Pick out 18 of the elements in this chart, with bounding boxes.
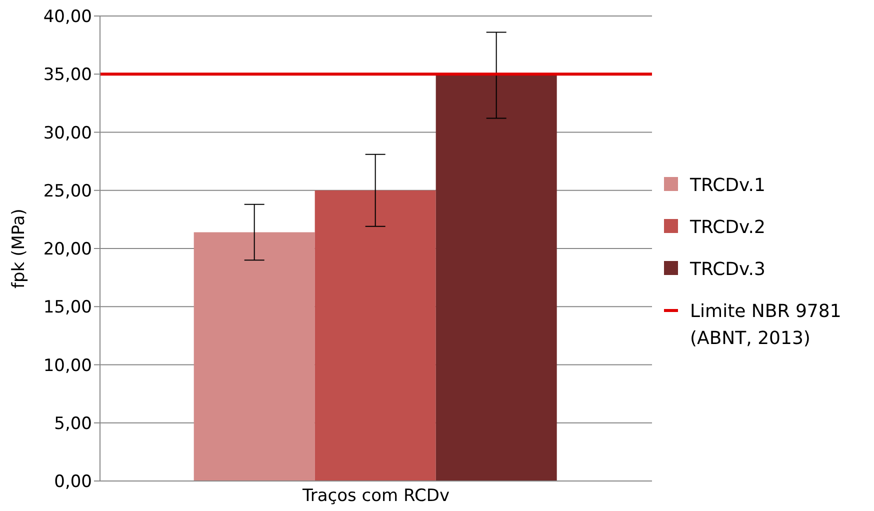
legend-label: TRCDv.3 bbox=[690, 258, 766, 282]
x-tick-label: Traços com RCDv bbox=[302, 486, 450, 506]
legend-label: Limite NBR 9781 (ABNT, 2013) bbox=[690, 300, 842, 351]
y-tick-label: 15,00 bbox=[43, 298, 92, 318]
bar bbox=[194, 232, 315, 481]
y-tick-label: 35,00 bbox=[43, 65, 92, 86]
y-tick-label: 40,00 bbox=[43, 7, 92, 28]
y-tick-label: 0,00 bbox=[54, 472, 92, 492]
y-tick-label: 5,00 bbox=[54, 414, 92, 434]
legend-label: TRCDv.2 bbox=[690, 216, 766, 240]
bar bbox=[314, 190, 436, 481]
legend-label: TRCDv.1 bbox=[690, 174, 766, 198]
y-axis-title: fpk (MPa) bbox=[9, 208, 30, 288]
bar bbox=[436, 75, 557, 481]
y-tick-label: 10,00 bbox=[43, 356, 92, 376]
y-tick-label: 25,00 bbox=[43, 181, 92, 202]
y-tick-label: 30,00 bbox=[43, 123, 92, 144]
y-tick-label: 20,00 bbox=[43, 240, 92, 260]
